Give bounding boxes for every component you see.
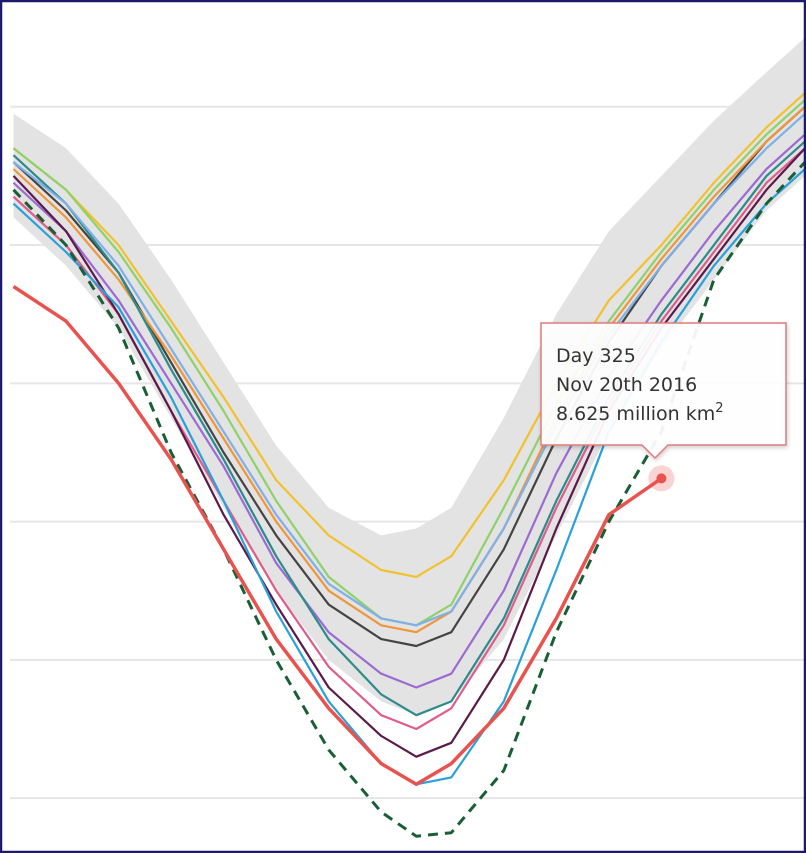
- tooltip: Day 325 Nov 20th 2016 8.625 million km2: [540, 322, 787, 460]
- series-line: [12, 140, 805, 717]
- plot-area: [10, 37, 805, 838]
- tooltip-value-text: 8.625 million km: [556, 403, 715, 425]
- series-line: [12, 285, 663, 787]
- tooltip-day: Day 325: [556, 345, 636, 367]
- series-line: [12, 147, 805, 758]
- tooltip-date: Nov 20th 2016: [556, 374, 697, 396]
- hover-point: [656, 473, 667, 484]
- tooltip-box: [540, 322, 787, 460]
- tooltip-value: 8.625 million km2: [556, 401, 724, 425]
- series-line: [12, 133, 805, 689]
- series-line: [12, 92, 805, 578]
- series-line: [12, 112, 805, 627]
- tooltip-superscript: 2: [715, 401, 723, 416]
- range-band: [13, 37, 805, 716]
- series-line: [12, 105, 805, 634]
